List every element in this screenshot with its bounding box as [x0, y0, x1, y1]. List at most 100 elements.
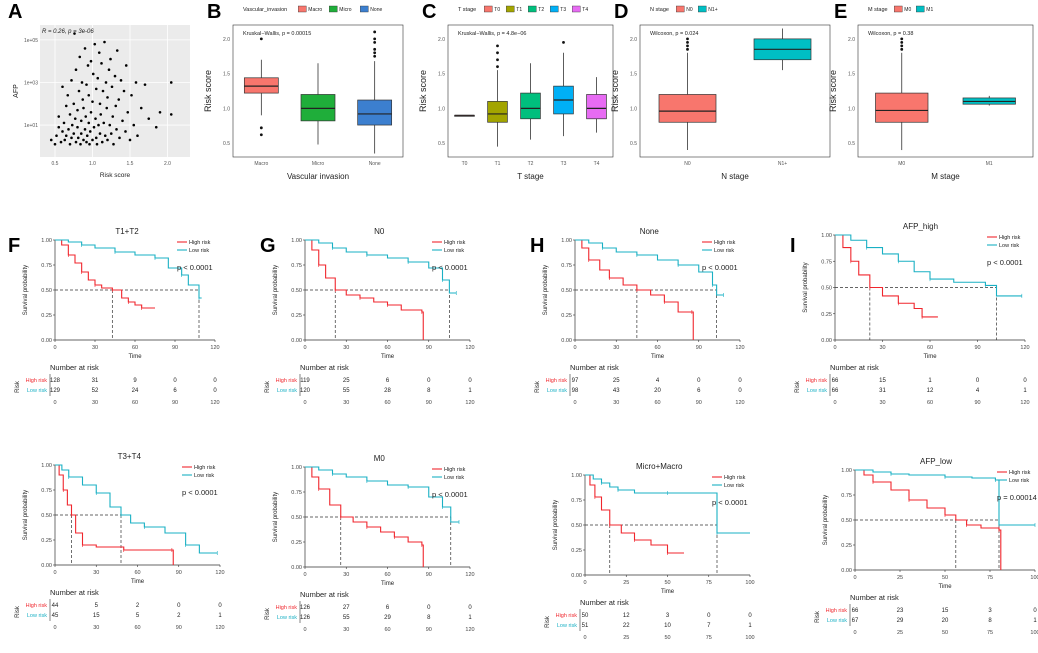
panel-title: M0 — [374, 454, 386, 463]
box-body — [875, 92, 929, 123]
risk-row-label: Low risk — [827, 618, 847, 624]
x-tick-label: 60 — [384, 345, 390, 351]
data-point — [74, 68, 78, 72]
box-T3 — [553, 40, 574, 137]
y-axis-label: Survival probability — [23, 265, 29, 315]
x-tick-label: 120 — [215, 570, 224, 576]
y-tick-label: 1.00 — [821, 233, 832, 239]
risk-axis-label: Risk — [545, 615, 551, 628]
risk-count: 1 — [218, 613, 222, 619]
x-axis-label: Time — [128, 354, 142, 360]
risk-time-tick: 0 — [573, 400, 576, 406]
data-point — [134, 81, 138, 84]
data-point — [72, 102, 76, 106]
risk-count: 119 — [300, 378, 310, 384]
panel-letter: H — [530, 235, 544, 257]
x-tick-label: 90 — [172, 345, 178, 351]
legend: M stage M0 M1 — [868, 5, 933, 13]
p-value: p < 0.0001 — [177, 263, 213, 272]
x-tick-label: 120 — [735, 345, 744, 351]
risk-count: 1 — [468, 615, 472, 621]
risk-time-tick: 100 — [745, 635, 754, 641]
data-point — [67, 128, 70, 131]
risk-count: 0 — [697, 378, 701, 384]
x-axis-label: Time — [923, 354, 937, 360]
legend-swatch — [676, 5, 685, 13]
risk-time-tick: 60 — [132, 400, 138, 406]
x-axis-label: T stage — [517, 172, 544, 181]
y-tick-label: 1.0 — [223, 106, 230, 112]
x-tick-label: 120 — [465, 572, 474, 578]
data-point — [154, 125, 158, 129]
panel-C: C T stage T0 T1 T2 T3 T4 0.5 1.0 1.5 2.0 T0 T1 T2 T3 T4… — [418, 1, 614, 181]
risk-time-tick: 25 — [623, 635, 629, 641]
risk-time-tick: 120 — [465, 400, 474, 406]
y-tick-label: 1.00 — [571, 473, 582, 479]
y-tick-label: 1e+03 — [24, 80, 38, 86]
outlier-point — [373, 51, 377, 55]
y-tick-label: 1.5 — [438, 72, 445, 78]
x-tick-label: T2 — [528, 161, 534, 167]
x-axis-label: Time — [131, 579, 145, 585]
legend-swatch — [528, 5, 537, 13]
y-tick-label: 1.00 — [41, 463, 52, 469]
risk-count: 0 — [1023, 378, 1027, 384]
risk-count: 8 — [988, 618, 992, 624]
data-point — [100, 62, 103, 65]
risk-count: 31 — [92, 378, 99, 384]
panel-title: T3+T4 — [118, 452, 142, 461]
outlier-point — [562, 40, 565, 44]
x-tick-label: T3 — [561, 161, 567, 167]
data-point — [124, 64, 128, 67]
y-axis-label: Survival probability — [823, 495, 829, 545]
risk-time-tick: 30 — [93, 625, 99, 631]
risk-time-tick: 0 — [53, 625, 56, 631]
legend-label: M1 — [926, 7, 933, 13]
x-tick-label: 25 — [897, 575, 903, 581]
p-value: p < 0.0001 — [182, 488, 218, 497]
legend-label: T2 — [538, 7, 544, 13]
outlier-point — [373, 40, 377, 44]
risk-count: 29 — [384, 615, 391, 621]
panel-title: AFP_low — [920, 457, 952, 466]
risk-count: 66 — [832, 388, 839, 394]
legend-label: Low risk — [714, 248, 734, 254]
km-curve-low-risk — [55, 464, 218, 554]
risk-time-tick: 120 — [465, 627, 474, 633]
risk-count: 8 — [427, 615, 431, 621]
data-point — [77, 89, 81, 93]
legend-label: None — [370, 7, 382, 13]
x-tick-label: M1 — [986, 161, 993, 167]
risk-time-tick: 60 — [654, 400, 660, 406]
legend-label: High risk — [714, 240, 736, 246]
risk-time-tick: 120 — [735, 400, 744, 406]
data-point — [82, 106, 85, 110]
test-annotation: Kruskal−Wallis, p = 0.00015 — [243, 31, 311, 37]
data-point — [83, 47, 87, 50]
risk-table-title: Number at risk — [850, 593, 899, 602]
correlation-annotation: R = 0.26, p = 3e-06 — [42, 29, 94, 35]
risk-count: 43 — [613, 388, 620, 394]
box-N0 — [658, 37, 717, 151]
y-tick-label: 0.00 — [841, 568, 852, 574]
test-annotation: Kruskal−Wallis, p = 4.8e−06 — [458, 31, 526, 37]
data-point — [64, 134, 68, 138]
outlier-point — [900, 44, 904, 48]
legend: N stage N0 N1+ — [650, 5, 718, 13]
risk-time-tick: 75 — [706, 635, 712, 641]
data-point — [68, 142, 72, 146]
outlier-point — [259, 37, 263, 41]
x-tick-label: N1+ — [778, 161, 787, 167]
km-curve-high-risk — [305, 239, 424, 340]
data-point — [74, 140, 78, 144]
data-point — [136, 134, 139, 138]
data-point — [122, 89, 126, 93]
risk-count: 0 — [468, 378, 472, 384]
risk-time-tick: 90 — [696, 400, 702, 406]
data-point — [95, 142, 99, 146]
y-tick-label: 0.5 — [630, 141, 637, 147]
risk-count: 12 — [623, 613, 630, 619]
y-tick-label: 0.75 — [841, 493, 852, 499]
risk-count: 0 — [218, 603, 222, 609]
